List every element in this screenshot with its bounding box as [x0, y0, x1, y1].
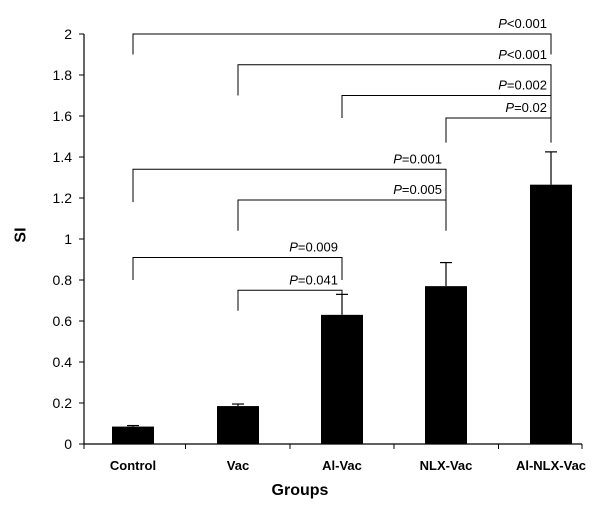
significance-bracket [445, 117, 552, 143]
significance-label: P=0.041 [289, 272, 338, 287]
x-tick-label: Al-NLX-Vac [516, 458, 586, 473]
bar [112, 426, 154, 444]
significance-bracket [237, 64, 552, 96]
significance-label: P=0.002 [498, 78, 547, 93]
bar [530, 184, 572, 445]
axes [79, 33, 583, 449]
significance-label: P=0.001 [393, 151, 442, 166]
y-tick-label: 0.6 [53, 313, 73, 329]
x-tick-label: NLX-Vac [420, 458, 473, 473]
x-tick-label: Al-Vac [322, 458, 362, 473]
y-tick-label: 2 [64, 26, 72, 42]
significance-bracket [237, 199, 447, 231]
significance-label: P<0.001 [498, 16, 547, 31]
x-tick-label: Control [110, 458, 156, 473]
y-tick-label: 1.2 [53, 190, 73, 206]
y-axis-label: SI [13, 227, 30, 243]
x-axis-label: Groups [271, 482, 329, 499]
significance-label: P=0.009 [289, 239, 338, 254]
x-tick-labels: Control Vac Al-Vac NLX-Vac Al-NLX-Vac [110, 458, 586, 473]
significance-bracket [132, 168, 447, 203]
bar [321, 314, 363, 444]
bars [112, 184, 572, 445]
significance-brackets: P<0.001 P<0.001 P=0.002 P=0.02 P=0.001 P=0.00… [132, 16, 552, 311]
y-tick-label: 1.4 [53, 149, 73, 165]
significance-bracket [237, 289, 343, 311]
y-tick-labels: 0 0.2 0.4 0.6 0.8 1 1.2 1.4 1.6 1.8 2 [53, 26, 73, 452]
x-tick-label: Vac [227, 458, 249, 473]
y-tick-label: 1.6 [53, 108, 73, 124]
y-tick-label: 0 [64, 436, 72, 452]
bar [217, 406, 259, 444]
y-tick-label: 0.2 [53, 395, 73, 411]
significance-label: P=0.02 [505, 100, 547, 115]
significance-bracket [132, 256, 343, 280]
y-tick-label: 0.4 [53, 354, 73, 370]
significance-bracket [341, 95, 552, 119]
y-tick-label: 1.8 [53, 67, 73, 83]
y-tick-label: 0.8 [53, 272, 73, 288]
bar [425, 286, 467, 444]
y-tick-label: 1 [64, 231, 72, 247]
significance-bracket [132, 33, 552, 55]
significance-label: P<0.001 [498, 47, 547, 62]
significance-label: P=0.005 [393, 182, 442, 197]
